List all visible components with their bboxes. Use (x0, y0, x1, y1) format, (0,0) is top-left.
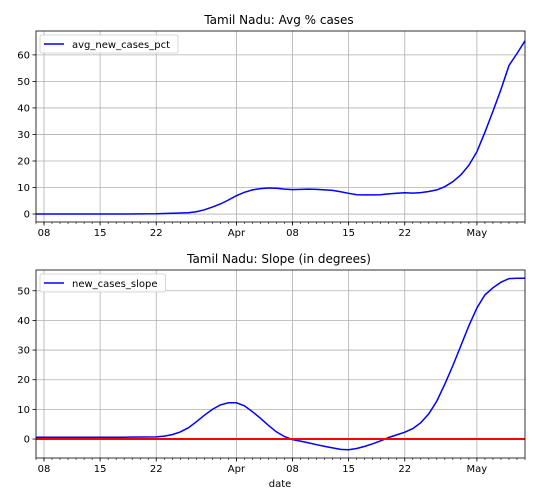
series-layer (36, 277, 525, 451)
x-tick-label: 08 (286, 228, 299, 239)
series-layer (36, 40, 526, 215)
x-tick-label: 22 (398, 464, 411, 475)
y-tick-label: 40 (17, 316, 30, 327)
x-tick-label: 08 (38, 464, 51, 475)
x-tick-label: 15 (94, 228, 107, 239)
x-tick-label: 15 (342, 228, 355, 239)
legend: new_cases_slope (39, 273, 166, 293)
x-tick-label: 15 (94, 464, 107, 475)
x-tick-label: Apr (228, 228, 246, 239)
chart-title: Tamil Nadu: Avg % cases (203, 13, 353, 27)
y-tick-label: 60 (17, 50, 30, 61)
grid (36, 31, 525, 222)
chart-avg-pct: Tamil Nadu: Avg % cases 0 10 20 30 40 50 60 08 1… (17, 13, 526, 239)
x-tick-label: 22 (150, 228, 163, 239)
legend-label: avg_new_cases_pct (72, 40, 170, 51)
y-tick-label: 10 (17, 405, 30, 416)
x-tick-label: May (467, 464, 488, 475)
x-tick-label: May (467, 228, 488, 239)
y-tick-label: 20 (17, 375, 30, 386)
y-tick-label: 0 (24, 435, 30, 446)
plot-area (35, 269, 526, 459)
legend: avg_new_cases_pct (39, 34, 179, 54)
x-tick-label: 08 (286, 464, 299, 475)
legend-box (39, 34, 179, 54)
x-axis-label: date (269, 479, 292, 490)
plot-area (35, 30, 526, 223)
x-tick-label: Apr (228, 464, 246, 475)
y-tick-label: 10 (17, 183, 30, 194)
y-tick-label: 50 (17, 286, 30, 297)
y-tick-label: 40 (17, 103, 30, 114)
x-tick-label: 08 (38, 228, 51, 239)
x-tick-label: 22 (150, 464, 163, 475)
y-tick-label: 0 (24, 210, 30, 221)
y-tick-label: 30 (17, 130, 30, 141)
ticks: 0 10 20 30 40 50 08 15 22 Apr 08 15 22 May (17, 286, 526, 475)
series-line-avg_new_cases_pct (36, 40, 526, 215)
y-tick-label: 20 (17, 156, 30, 167)
grid (36, 270, 525, 458)
chart-slope: Tamil Nadu: Slope (in degrees) 0 10 20 30 40… (17, 252, 526, 490)
ticks: 0 10 20 30 40 50 60 08 15 22 Apr 08 15 22 May (17, 50, 526, 239)
y-tick-label: 50 (17, 77, 30, 88)
x-tick-label: 22 (398, 228, 411, 239)
legend-box (39, 273, 166, 293)
chart-title: Tamil Nadu: Slope (in degrees) (186, 252, 371, 266)
y-tick-label: 30 (17, 346, 30, 357)
legend-label: new_cases_slope (72, 279, 157, 290)
series-line-new_cases_slope (36, 277, 525, 451)
x-tick-label: 15 (342, 464, 355, 475)
